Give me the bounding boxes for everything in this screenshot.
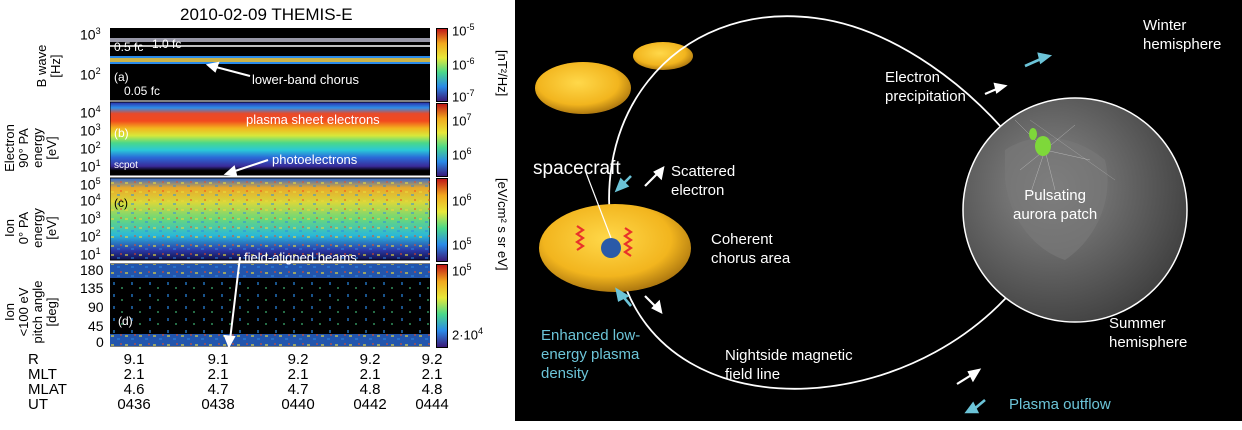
cbar-unit-c: [eV/cm² s sr eV]: [495, 178, 510, 271]
tag-b: (b): [114, 126, 129, 140]
annot-photo: photoelectrons: [272, 152, 358, 167]
ephem-col-0: 9.1 2.1 4.6 0436: [117, 351, 151, 413]
ytick-c-1: 104: [80, 192, 101, 209]
schematic-drawing: [535, 15, 1188, 414]
label-enhanced: Enhanced low-energy plasma density: [541, 327, 641, 382]
spectrogram-panels: [110, 28, 430, 349]
annot-scpot: scpot: [114, 160, 138, 171]
ytick-c-0: 105: [80, 176, 101, 193]
ephem-col-2: 9.2 2.1 4.7 0440: [281, 351, 315, 413]
ref-05fc: 0.5 fc: [114, 40, 144, 54]
cbar-a-1: 10-6: [452, 56, 475, 73]
ylabel-a2: [Hz]: [48, 54, 63, 78]
label-scattered: Scattered electron: [671, 163, 736, 199]
ephem-labels: R MLT MLAT UT: [28, 351, 67, 413]
ytick-b-3: 101: [80, 158, 101, 175]
spacecraft-dot: [601, 238, 621, 258]
aurora-patch: [1035, 136, 1051, 156]
small-disk-1: [535, 62, 631, 114]
label-summer: Summer hemisphere: [1109, 315, 1188, 351]
ephem-col-1: 9.1 2.1 4.7 0438: [201, 351, 235, 413]
ytick-d-0: 180: [80, 262, 104, 278]
ephem-col-3: 9.2 2.1 4.8 0442: [353, 351, 387, 413]
cbar-a-2: 10-7: [452, 88, 475, 105]
figure-title: 2010-02-09 THEMIS-E: [180, 5, 353, 24]
ylabel-b: Electron 90° PA energy [eV]: [2, 124, 59, 172]
label-spacecraft: spacecraft: [533, 158, 621, 179]
cbar-d-0: 105: [452, 262, 472, 279]
ylabel-a1: B wave: [34, 44, 49, 88]
ytick-d-3: 45: [88, 318, 104, 334]
ytick-c-4: 101: [80, 246, 101, 263]
label-winter: Winter hemisphere: [1143, 17, 1222, 53]
annot-plasma-sheet: plasma sheet electrons: [246, 112, 380, 127]
colorbar-c: [436, 178, 448, 262]
ytick-c-2: 103: [80, 210, 101, 227]
annot-beams: field-aligned beams: [244, 250, 357, 265]
colorbar-d: [436, 264, 448, 348]
field-line: [608, 15, 1038, 390]
ytick-a-1: 102: [80, 66, 101, 83]
colorbar-b: [436, 103, 448, 177]
cbar-c-1: 105: [452, 236, 472, 253]
cbar-d-1: 2·104: [452, 326, 484, 343]
ytick-a-0: 103: [80, 26, 101, 43]
label-aurora: Pulsating aurora patch: [1013, 187, 1098, 223]
annot-chorus: lower-band chorus: [252, 72, 359, 87]
ylabel-d: Ion <100 eV pitch angle [deg]: [2, 280, 59, 344]
spectrogram-figure: 2010-02-09 THEMIS-E B wave [Hz] 103 102: [0, 0, 515, 421]
ytick-b-0: 104: [80, 104, 101, 121]
cbar-a-0: 10-5: [452, 22, 475, 39]
label-coherent: Coherent chorus area: [711, 231, 791, 267]
tag-d: (d): [118, 314, 133, 328]
ytick-b-1: 103: [80, 122, 101, 139]
ref-005fc: 0.05 fc: [124, 84, 161, 98]
ylabel-c: Ion 0° PA energy [eV]: [2, 208, 59, 248]
ephem-col-4: 9.2 2.1 4.8 0444: [415, 351, 449, 413]
ytick-d-2: 90: [88, 299, 104, 315]
label-precip: Electron precipitation: [885, 69, 966, 105]
cbar-b-1: 106: [452, 146, 472, 163]
ref-10fc: 1.0 fc: [152, 37, 182, 51]
label-field-line: Nightside magnetic field line: [725, 347, 853, 383]
cbar-b-0: 107: [452, 112, 472, 129]
tag-a: (a): [114, 70, 129, 84]
ytick-c-3: 102: [80, 228, 101, 245]
ytick-d-1: 135: [80, 280, 104, 296]
cbar-c-0: 106: [452, 192, 472, 209]
ytick-d-4: 0: [96, 334, 104, 350]
ytick-b-2: 102: [80, 140, 101, 157]
label-outflow: Plasma outflow: [1009, 396, 1111, 413]
colorbar-a: [436, 28, 448, 102]
magnetosphere-schematic: spacecraft Scattered electron Coherent cho…: [515, 0, 1242, 421]
small-disk-2: [633, 42, 693, 70]
tag-c: (c): [114, 196, 128, 210]
